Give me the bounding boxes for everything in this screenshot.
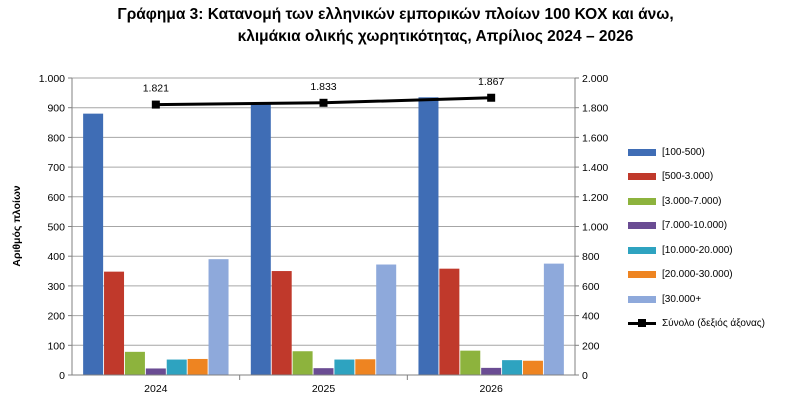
gridlines xyxy=(72,77,575,346)
legend-item: [3.000-7.000) xyxy=(628,189,788,214)
bar xyxy=(83,113,104,375)
x-tick-label: 2026 xyxy=(479,383,503,395)
axes xyxy=(68,77,579,380)
legend-label: [10.000-20.000) xyxy=(662,244,733,256)
total-marker xyxy=(151,100,160,109)
total-data-label: 1.833 xyxy=(310,81,336,93)
legend-swatch xyxy=(628,222,656,230)
y-tick-label: 600 xyxy=(47,192,65,204)
x-tick-label: 2025 xyxy=(312,383,336,395)
y-tick-label: 700 xyxy=(47,162,65,174)
bar xyxy=(334,359,355,375)
legend-swatch xyxy=(628,148,656,156)
legend-label: Σύνολο (δεξιός άξονας) xyxy=(662,318,765,330)
legend-item: [10.000-20.000) xyxy=(628,238,788,263)
legend-item: [30.000+ xyxy=(628,287,788,312)
bar-group xyxy=(83,97,564,376)
legend-line-swatch xyxy=(628,319,656,328)
chart-title-line-2: κλιμάκια ολικής χωρητικότητας, Απρίλιος … xyxy=(237,28,634,45)
y-tick-label: 1.000 xyxy=(39,73,65,85)
legend-swatch xyxy=(628,271,656,279)
bar xyxy=(208,259,229,375)
y-tick-label: 200 xyxy=(47,311,65,323)
y2-tick-label: 200 xyxy=(582,340,600,352)
total-marker xyxy=(319,98,328,107)
bar xyxy=(460,350,481,375)
y2-tick-label: 1.400 xyxy=(582,162,608,174)
legend-item: [500-3.000) xyxy=(628,165,788,190)
legend-label: [7.000-10.000) xyxy=(662,220,728,232)
bar xyxy=(376,264,397,375)
bar xyxy=(166,359,187,375)
y2-tick-label: 2.000 xyxy=(582,73,608,85)
y-tick-label: 800 xyxy=(47,132,65,144)
y-tick-label: 300 xyxy=(47,281,65,293)
bar xyxy=(355,359,376,375)
legend-item: [7.000-10.000) xyxy=(628,214,788,239)
y2-tick-label: 600 xyxy=(582,281,600,293)
total-line-series: 1.821 1.833 1.867 xyxy=(143,76,504,109)
bar xyxy=(543,263,564,375)
legend-label: [500-3.000) xyxy=(662,171,714,183)
legend-item: [20.000-30.000) xyxy=(628,263,788,288)
x-tick-label: 2024 xyxy=(144,383,168,395)
bar xyxy=(313,368,334,375)
bar xyxy=(481,367,502,375)
y2-tick-label: 400 xyxy=(582,311,600,323)
y-tick-label: 500 xyxy=(47,222,65,234)
bar xyxy=(104,271,125,375)
bar xyxy=(187,358,208,375)
bar xyxy=(271,271,292,375)
legend-swatch xyxy=(628,173,656,181)
legend-label: [3.000-7.000) xyxy=(662,195,722,207)
bar xyxy=(418,97,439,376)
total-data-label: 1.821 xyxy=(143,83,169,95)
legend-item: Σύνολο (δεξιός άξονας) xyxy=(628,312,788,337)
y-axis-label: Αριθμός πλοίων xyxy=(11,185,23,266)
y-tick-label: 400 xyxy=(47,251,65,263)
tick-labels: 0 100 200 300 400 500 600 700 800 900 1.000 0 200 400… xyxy=(39,73,609,395)
bar xyxy=(292,351,313,375)
legend-label: [20.000-30.000) xyxy=(662,269,733,281)
legend-swatch xyxy=(628,197,656,205)
y2-tick-label: 1.000 xyxy=(582,222,608,234)
bar xyxy=(439,268,460,375)
bar xyxy=(124,351,145,375)
y2-tick-label: 0 xyxy=(582,370,588,382)
bar xyxy=(522,360,543,375)
legend-swatch xyxy=(628,246,656,254)
y2-tick-label: 1.200 xyxy=(582,192,608,204)
y2-tick-label: 800 xyxy=(582,251,600,263)
total-data-label: 1.867 xyxy=(478,76,504,88)
total-marker xyxy=(487,93,496,102)
bar xyxy=(250,103,271,376)
bar xyxy=(145,368,166,375)
y-tick-label: 100 xyxy=(47,340,65,352)
legend-item: [100-500) xyxy=(628,140,788,165)
y2-tick-label: 1.600 xyxy=(582,132,608,144)
legend-swatch xyxy=(628,295,656,303)
bar xyxy=(502,360,523,375)
y-tick-label: 0 xyxy=(59,370,65,382)
legend-label: [30.000+ xyxy=(662,293,702,305)
chart-title-line-1: Γράφημα 3: Κατανομή των ελληνικών εμπορι… xyxy=(117,6,674,23)
legend: [100-500) [500-3.000) [3.000-7.000) [7.000-… xyxy=(628,140,788,336)
legend-label: [100-500) xyxy=(662,146,705,158)
y-tick-label: 900 xyxy=(47,103,65,115)
y2-tick-label: 1.800 xyxy=(582,103,608,115)
